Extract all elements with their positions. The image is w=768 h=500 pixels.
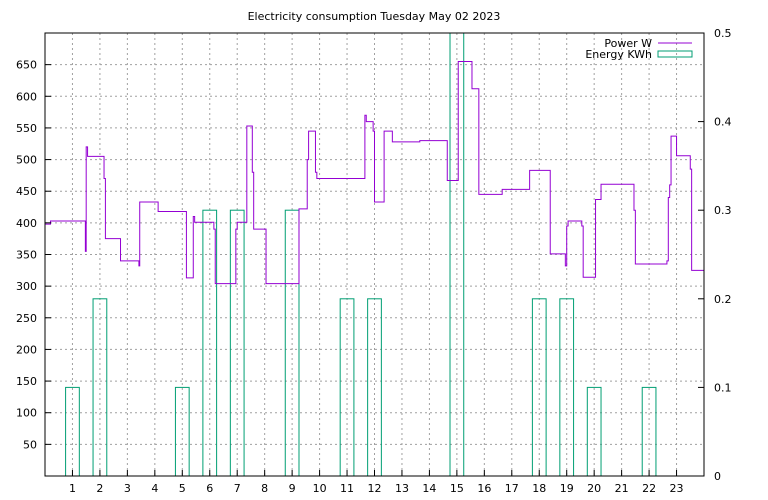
y2-tick-label: 0.4 [714, 116, 732, 129]
x-tick-label: 20 [587, 482, 601, 495]
y-tick-label: 450 [16, 185, 37, 198]
grid-lines [45, 33, 704, 476]
x-tick-label: 21 [615, 482, 629, 495]
y-tick-label: 400 [16, 217, 37, 230]
x-tick-label: 5 [179, 482, 186, 495]
x-tick-label: 12 [368, 482, 382, 495]
tick-marks [45, 32, 704, 477]
y-tick-label: 250 [16, 312, 37, 325]
y-tick-label: 200 [16, 343, 37, 356]
y-tick-label: 500 [16, 154, 37, 167]
y2-tick-label: 0.1 [714, 381, 732, 394]
x-tick-label: 9 [289, 482, 296, 495]
legend-swatch-energy [657, 50, 693, 58]
power-series-line [45, 60, 704, 285]
y2-tick-label: 0.3 [714, 204, 732, 217]
x-tick-label: 15 [450, 482, 464, 495]
y-tick-label: 300 [16, 280, 37, 293]
x-tick-label: 19 [560, 482, 574, 495]
y-tick-label: 550 [16, 122, 37, 135]
x-tick-label: 18 [532, 482, 546, 495]
energy-bar [641, 386, 657, 477]
y-tick-label: 650 [16, 59, 37, 72]
y-tick-label: 600 [16, 90, 37, 103]
x-tick-label: 14 [422, 482, 436, 495]
x-tick-label: 11 [340, 482, 354, 495]
x-tick-labels: 1 2 3 4 5 6 7 8 9 10 11 12 13 14 15 16 17 18 19 20 21 22 23 [69, 482, 684, 495]
x-tick-label: 1 [69, 482, 76, 495]
y2-tick-label: 0.2 [714, 293, 732, 306]
y-tick-label: 50 [23, 438, 37, 451]
legend: Power W Energy KWh [585, 37, 693, 61]
y2-tick-label: 0.5 [714, 27, 732, 40]
legend-label-energy: Energy KWh [585, 48, 652, 61]
y2-tick-labels: 0 0.1 0.2 0.3 0.4 0.5 [714, 27, 732, 483]
x-tick-label: 17 [505, 482, 519, 495]
x-tick-label: 2 [96, 482, 103, 495]
x-tick-label: 8 [261, 482, 268, 495]
x-tick-label: 10 [313, 482, 327, 495]
x-tick-label: 7 [234, 482, 241, 495]
x-tick-label: 4 [151, 482, 158, 495]
x-tick-label: 23 [670, 482, 684, 495]
energy-bar [174, 386, 190, 477]
y-tick-label: 100 [16, 407, 37, 420]
energy-bar [65, 386, 80, 477]
y2-tick-label: 0 [714, 470, 721, 483]
x-tick-label: 22 [642, 482, 656, 495]
x-tick-label: 16 [477, 482, 491, 495]
x-tick-label: 6 [206, 482, 213, 495]
y-tick-labels: 50 100 150 200 250 300 350 400 450 500 550 600 650 [16, 59, 37, 452]
energy-bar [586, 386, 602, 477]
power-line [45, 60, 704, 285]
legend-label-power: Power W [604, 37, 652, 50]
chart-title: Electricity consumption Tuesday May 02 2… [248, 10, 501, 23]
y-tick-label: 350 [16, 249, 37, 262]
y-tick-label: 150 [16, 375, 37, 388]
x-tick-label: 3 [124, 482, 131, 495]
x-tick-label: 13 [395, 482, 409, 495]
